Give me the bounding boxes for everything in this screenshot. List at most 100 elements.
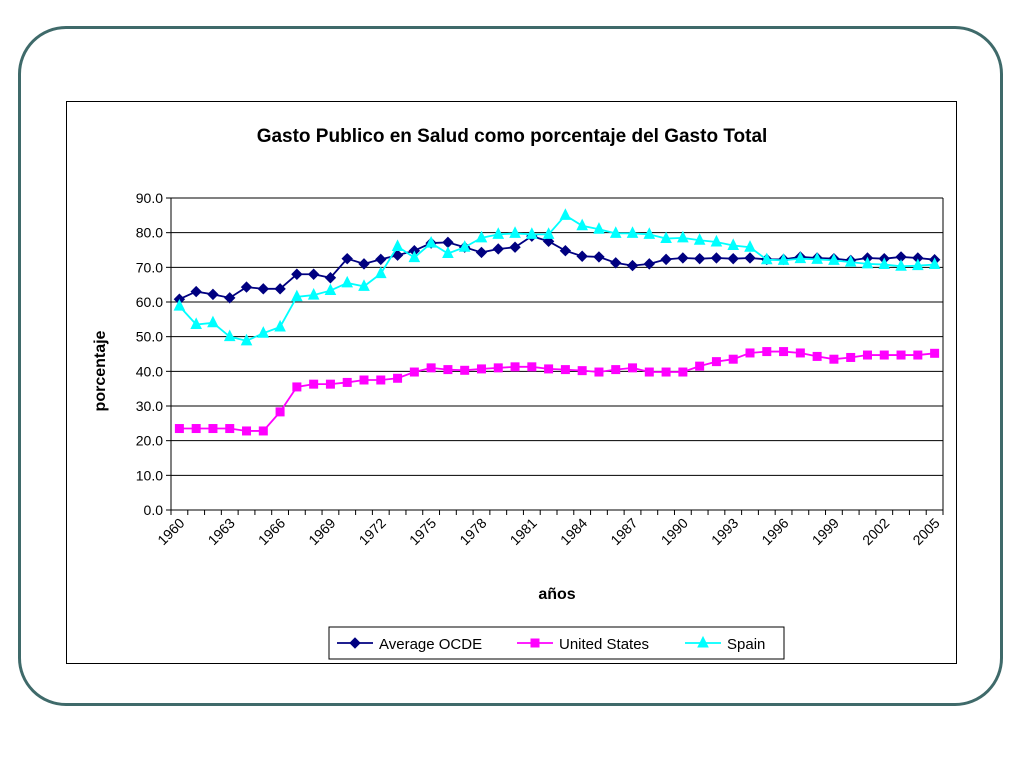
data-point [190, 285, 202, 298]
data-point [324, 272, 337, 284]
data-point [728, 354, 738, 364]
data-point [510, 362, 520, 372]
x-tick-label: 1972 [356, 515, 389, 548]
x-tick-label: 1981 [507, 515, 540, 548]
legend-item-average-ocde: Average OCDE [337, 636, 482, 653]
data-point [174, 424, 184, 434]
data-point [257, 326, 270, 338]
data-point [207, 288, 219, 301]
data-point [710, 252, 723, 264]
data-point [745, 348, 755, 358]
data-point [458, 240, 471, 252]
legend-label-spain: Spain [727, 636, 765, 653]
data-point [811, 252, 823, 264]
x-tick-label: 1963 [205, 515, 238, 548]
data-point [173, 299, 186, 311]
data-point [376, 375, 386, 385]
data-point [325, 379, 335, 389]
data-point [460, 365, 470, 375]
data-point [492, 227, 505, 239]
data-point [609, 226, 622, 238]
data-point [225, 424, 235, 434]
legend-item-united-states: United States [517, 636, 649, 653]
legend-marker [349, 637, 361, 649]
data-point [526, 227, 538, 239]
y-axis-ticks: 0.0 10.0 20.0 30.0 40.0 50.0 60.0 70.0 80.0 90.0 [136, 190, 171, 518]
x-tick-label: 1984 [557, 515, 590, 548]
data-point [913, 350, 923, 360]
data-point [442, 236, 454, 249]
data-point [408, 250, 421, 263]
y-tick-label: 20.0 [136, 433, 163, 449]
data-point [727, 252, 739, 265]
data-point [677, 252, 689, 264]
data-point [660, 231, 672, 244]
data-point [443, 365, 453, 375]
data-point [760, 252, 773, 265]
data-point [844, 255, 857, 267]
data-point [207, 315, 219, 328]
data-point [829, 354, 839, 364]
data-point [560, 365, 570, 375]
data-point [307, 287, 320, 300]
data-point [762, 347, 772, 357]
data-point [779, 347, 789, 357]
x-tick-label: 1960 [154, 515, 187, 548]
data-point [896, 350, 906, 360]
data-point [409, 367, 419, 377]
data-point [912, 258, 924, 271]
data-point [291, 289, 303, 302]
x-tick-label: 1978 [456, 515, 489, 548]
data-point [744, 252, 756, 264]
slide-frame [18, 26, 1003, 706]
y-tick-label: 50.0 [136, 329, 163, 345]
x-axis-label: años [538, 586, 575, 603]
data-point [475, 230, 488, 243]
data-point [374, 266, 387, 279]
legend-symbol-average-ocde [337, 637, 373, 649]
data-point [610, 257, 622, 269]
data-point [577, 366, 587, 376]
data-point [509, 226, 521, 238]
chart-title: Gasto Publico en Salud como porcentaje d… [257, 126, 768, 147]
line-chart: Gasto Publico en Salud como porcentaje d… [92, 126, 944, 660]
x-axis-ticks: 1960 1963 1966 1969 1972 1975 1978 1981 1984 1987… [154, 510, 944, 548]
data-point [795, 348, 805, 358]
data-point [358, 258, 370, 270]
data-point [626, 226, 639, 238]
x-tick-label: 2005 [909, 515, 942, 548]
x-tick-label: 1966 [255, 515, 288, 548]
data-point [358, 279, 370, 291]
y-tick-label: 80.0 [136, 225, 163, 241]
x-tick-label: 1975 [406, 515, 439, 548]
legend-symbol-spain [685, 635, 721, 648]
legend-label-average-ocde: Average OCDE [379, 636, 482, 653]
data-point [274, 319, 286, 332]
data-point [593, 222, 605, 234]
data-point [527, 362, 537, 372]
data-point [493, 363, 503, 373]
data-point [594, 367, 604, 377]
data-point [240, 333, 253, 346]
y-tick-label: 70.0 [136, 259, 163, 275]
data-point [559, 244, 572, 257]
data-point [492, 243, 504, 255]
data-point [895, 259, 907, 271]
data-point [208, 424, 218, 434]
data-point [576, 218, 588, 231]
data-point [693, 233, 706, 245]
data-point [191, 424, 201, 434]
y-tick-label: 10.0 [136, 467, 163, 483]
data-point [542, 227, 555, 239]
x-tick-label: 1993 [708, 515, 741, 548]
data-point [828, 253, 840, 265]
data-point [677, 230, 689, 243]
legend-symbol-united-states [517, 638, 553, 648]
data-point [644, 367, 654, 377]
data-point [291, 268, 303, 280]
y-tick-label: 90.0 [136, 190, 163, 206]
data-point [661, 367, 671, 377]
data-point [643, 227, 656, 239]
x-tick-label: 2002 [859, 515, 892, 548]
data-point [240, 281, 253, 293]
